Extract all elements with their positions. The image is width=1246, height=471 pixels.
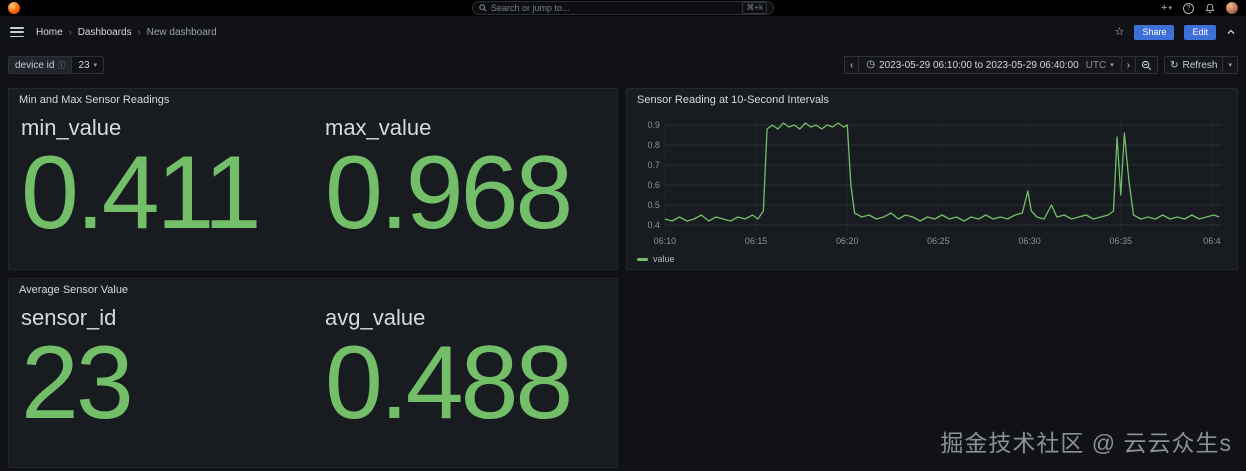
time-controls: ‹ ◷ 2023-05-29 06:10:00 to 2023-05-29 06… <box>843 56 1238 74</box>
chevron-down-icon: ▾ <box>1168 4 1172 12</box>
edit-button[interactable]: Edit <box>1184 24 1216 40</box>
stat-avg-value: avg_value 0.488 <box>313 301 617 435</box>
help-icon[interactable]: ? <box>1183 2 1194 14</box>
stat-row: sensor_id 23 avg_value 0.488 <box>9 301 617 435</box>
search-input[interactable] <box>491 3 739 13</box>
chevron-up-icon[interactable] <box>1226 27 1236 37</box>
add-new-button[interactable]: + ▾ <box>1161 1 1172 14</box>
svg-text:0.6: 0.6 <box>647 180 659 190</box>
svg-text:0.4: 0.4 <box>647 220 659 230</box>
user-avatar[interactable] <box>1226 2 1238 14</box>
legend-label[interactable]: value <box>653 254 675 264</box>
stat-row: min_value 0.411 max_value 0.968 <box>9 111 617 245</box>
nav-bar: Home › Dashboards › New dashboard ☆ Shar… <box>0 16 1246 48</box>
search-icon <box>479 4 487 12</box>
svg-text:06:15: 06:15 <box>745 236 767 246</box>
refresh-label: Refresh <box>1182 59 1218 71</box>
time-range-picker[interactable]: ◷ 2023-05-29 06:10:00 to 2023-05-29 06:4… <box>858 56 1122 74</box>
notifications-bell-icon[interactable] <box>1205 3 1215 14</box>
search-box[interactable]: ⌘+k <box>472 1 774 15</box>
clock-icon: ◷ <box>866 59 876 70</box>
time-range-text: 2023-05-29 06:10:00 to 2023-05-29 06:40:… <box>879 59 1079 71</box>
search-shortcut-hint: ⌘+k <box>742 2 767 14</box>
variable-value-select[interactable]: 23 ▾ <box>71 57 104 73</box>
panel-title[interactable]: Min and Max Sensor Readings <box>19 94 170 106</box>
panel-average-sensor-value[interactable]: Average Sensor Value sensor_id 23 avg_va… <box>8 278 618 468</box>
breadcrumb: Home › Dashboards › New dashboard <box>36 27 217 38</box>
svg-text:06:10: 06:10 <box>654 236 676 246</box>
breadcrumb-current: New dashboard <box>146 26 217 38</box>
stat-value: 0.488 <box>325 325 573 435</box>
stat-value: 23 <box>21 325 134 435</box>
svg-text:0.9: 0.9 <box>647 120 659 130</box>
svg-text:06:4: 06:4 <box>1203 236 1220 246</box>
time-shift-back-button[interactable]: ‹ <box>843 56 860 74</box>
svg-text:0.8: 0.8 <box>647 140 659 150</box>
stat-label: max_value <box>325 115 432 140</box>
stat-value: 0.968 <box>325 135 573 245</box>
stat-value: 0.411 <box>21 135 262 245</box>
stat-label: sensor_id <box>21 305 117 330</box>
stat-min-value: min_value 0.411 <box>9 111 313 245</box>
grafana-logo-icon[interactable] <box>8 2 20 14</box>
stat-label: avg_value <box>325 305 426 330</box>
stat-max-value: max_value 0.968 <box>313 111 617 245</box>
top-bar: ⌘+k + ▾ ? <box>0 0 1246 16</box>
svg-text:0.7: 0.7 <box>647 160 659 170</box>
svg-text:06:35: 06:35 <box>1110 236 1132 246</box>
breadcrumb-dashboards[interactable]: Dashboards <box>77 26 132 38</box>
variable-value-text: 23 <box>78 59 90 71</box>
panel-sensor-reading-timeseries[interactable]: Sensor Reading at 10-Second Intervals 0.… <box>626 88 1238 270</box>
nav-actions: ☆ Share Edit <box>1114 24 1236 40</box>
chevron-down-icon: ▾ <box>1110 61 1114 69</box>
timeseries-plot[interactable]: 0.4 0.5 0.6 0.7 0.8 0.9 06:10 06:15 06:20 06:25 06… <box>635 107 1229 247</box>
zoom-out-button[interactable] <box>1135 56 1159 74</box>
legend-swatch <box>637 257 648 261</box>
panel-min-max-sensor-readings[interactable]: Min and Max Sensor Readings min_value 0.… <box>8 88 618 270</box>
breadcrumb-separator: › <box>137 27 141 37</box>
breadcrumb-home[interactable]: Home <box>36 26 63 38</box>
refresh-interval-select[interactable]: ▾ <box>1222 56 1238 74</box>
svg-text:0.5: 0.5 <box>647 200 659 210</box>
panel-title[interactable]: Average Sensor Value <box>19 284 129 296</box>
chevron-down-icon: ▾ <box>1228 61 1232 69</box>
svg-text:06:30: 06:30 <box>1018 236 1040 246</box>
top-right-icons: + ▾ ? <box>1161 2 1238 14</box>
timeseries-chart[interactable]: 0.4 0.5 0.6 0.7 0.8 0.9 06:10 06:15 06:20 06:25 06… <box>635 107 1229 247</box>
refresh-button[interactable]: ↻ Refresh <box>1164 56 1224 74</box>
refresh-icon: ↻ <box>1170 59 1179 71</box>
plus-icon: + <box>1161 1 1168 14</box>
zoom-out-icon <box>1141 60 1152 70</box>
chevron-down-icon: ▾ <box>93 61 98 69</box>
share-button[interactable]: Share <box>1134 24 1175 40</box>
dashboard-toolbar: device id ⓘ 23 ▾ ‹ ◷ 2023-05-29 06:10:00… <box>0 48 1246 82</box>
info-icon: ⓘ <box>57 60 66 70</box>
svg-text:06:25: 06:25 <box>927 236 949 246</box>
panel-title[interactable]: Sensor Reading at 10-Second Intervals <box>637 94 830 106</box>
timezone-label: UTC <box>1085 59 1107 71</box>
dashboard-canvas: Min and Max Sensor Readings min_value 0.… <box>0 88 1246 471</box>
variable-device-id: device id ⓘ 23 ▾ <box>8 56 105 74</box>
watermark: 掘金技术社区 @ 云云众生s <box>940 430 1232 456</box>
menu-toggle-icon[interactable] <box>10 27 24 37</box>
chart-legend: value <box>637 254 675 264</box>
variable-label: device id ⓘ <box>9 57 72 73</box>
variable-label-text: device id <box>15 59 55 71</box>
stat-sensor-id: sensor_id 23 <box>9 301 313 435</box>
breadcrumb-separator: › <box>68 27 72 37</box>
stat-label: min_value <box>21 115 122 140</box>
time-shift-forward-button[interactable]: › <box>1120 56 1137 74</box>
favorite-star-icon[interactable]: ☆ <box>1114 25 1125 38</box>
svg-text:06:20: 06:20 <box>836 236 858 246</box>
